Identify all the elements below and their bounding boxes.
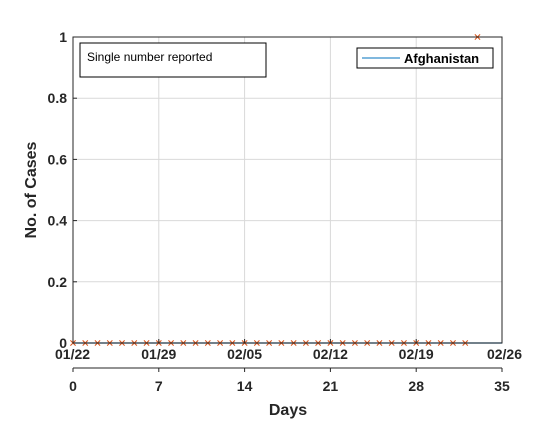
day-tick-label-0: 0	[69, 378, 77, 394]
date-tick-label-0: 01/22	[55, 346, 90, 362]
legend: Afghanistan	[356, 47, 494, 69]
date-tick-label-3: 02/12	[313, 346, 348, 362]
date-tick-label-2: 02/05	[227, 346, 262, 362]
y-tick-label-2: 0.4	[48, 213, 68, 229]
y-tick-label-0: 0	[59, 335, 67, 351]
annotation-text: Single number reported	[87, 50, 212, 64]
y-tick-label-3: 0.6	[48, 151, 68, 167]
day-tick-label-4: 28	[408, 378, 424, 394]
day-tick-label-1: 7	[155, 378, 163, 394]
x-axis-title: Days	[269, 402, 307, 419]
plot-frame	[72, 36, 503, 344]
legend-box	[356, 47, 494, 69]
date-tick-label-1: 01/29	[141, 346, 176, 362]
y-tick-label-4: 0.8	[48, 90, 68, 106]
annotation-box	[79, 42, 267, 78]
day-tick-label-5: 35	[494, 378, 510, 394]
y-axis-title: No. of Cases	[23, 141, 40, 238]
days-axis-ticks: 0 7 14 21 28 35	[69, 368, 510, 394]
y-tick-label-1: 0.2	[48, 274, 68, 290]
y-axis-ticks: 0 0.2 0.4 0.6 0.8 1	[48, 29, 77, 351]
legend-label-afghanistan: Afghanistan	[404, 51, 479, 66]
date-tick-label-4: 02/19	[399, 346, 434, 362]
date-tick-label-5: 02/26	[487, 346, 522, 362]
date-axis-ticks: 01/22 01/29 02/05 02/12 02/19 02/26	[55, 339, 522, 362]
plot-area	[73, 37, 502, 343]
day-tick-label-3: 21	[323, 378, 339, 394]
day-tick-label-2: 14	[237, 378, 253, 394]
y-tick-label-5: 1	[59, 29, 67, 45]
